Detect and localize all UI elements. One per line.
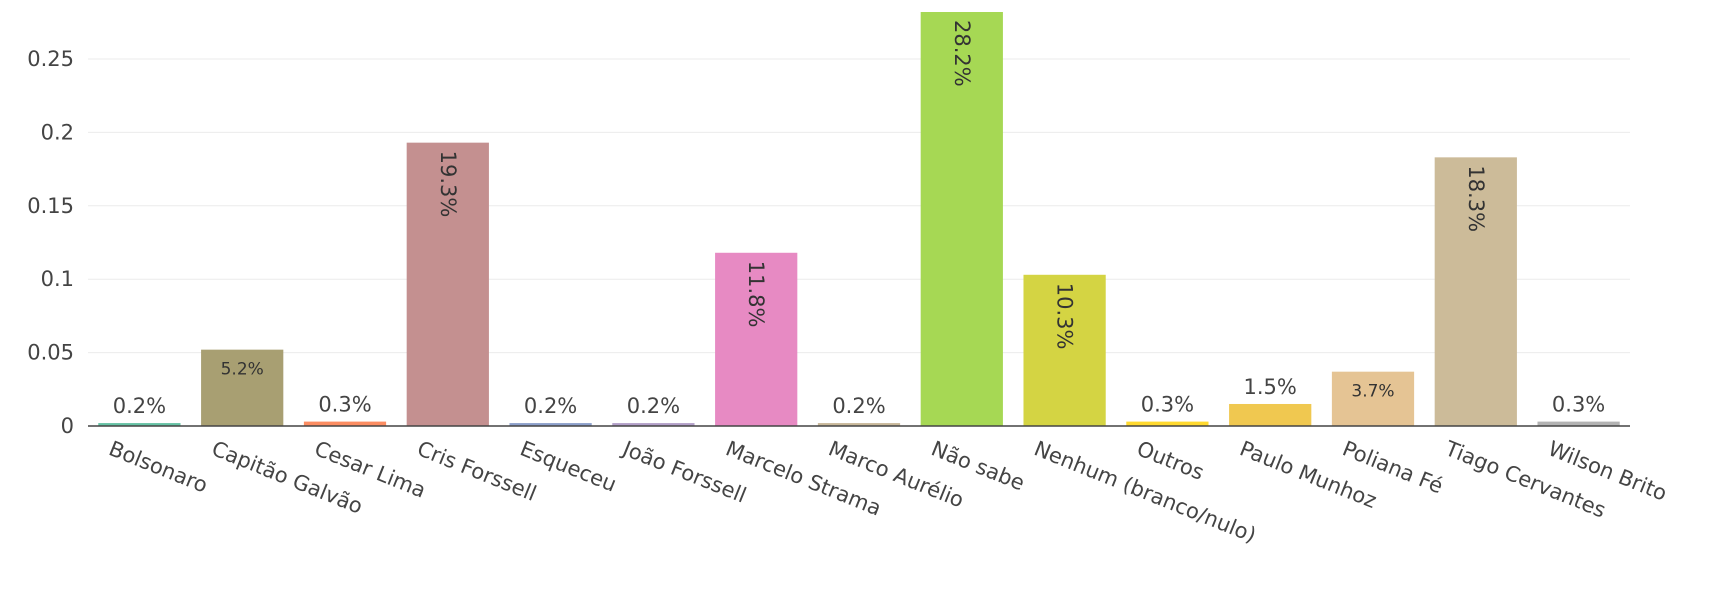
bar-value-label: 0.2% (113, 394, 166, 418)
bar (509, 423, 592, 426)
bar-value-label: 10.3% (1053, 283, 1077, 350)
bar-value-label: 1.5% (1244, 375, 1297, 399)
bar (98, 423, 181, 426)
y-tick-label: 0 (61, 414, 74, 438)
bar (612, 423, 695, 426)
bar-value-label: 3.7% (1351, 382, 1394, 402)
bar-value-labels: 0.2% 5.2% 0.3% 19.3% 0.2% 0.2% 11.8% 0.2% 28.2% 1… (113, 20, 1606, 418)
grid-lines (88, 58, 1630, 354)
y-axis-ticks: 0 0.05 0.1 0.15 0.2 0.25 (27, 47, 74, 438)
bar (817, 423, 901, 426)
bar (1126, 421, 1209, 426)
bar-value-label: 28.2% (950, 20, 974, 87)
bar-value-label: 5.2% (221, 360, 264, 380)
y-tick-label: 0.15 (27, 194, 74, 218)
bar (1023, 274, 1106, 426)
bar-value-label: 0.3% (1141, 393, 1194, 417)
bar (201, 349, 284, 426)
y-tick-label: 0.25 (27, 47, 74, 71)
bar (406, 142, 489, 426)
bar-value-label: 0.3% (1552, 393, 1605, 417)
y-tick-label: 0.1 (41, 267, 74, 291)
bar-value-label: 11.8% (744, 261, 768, 328)
x-tick-label: Bolsonaro (106, 436, 211, 497)
bar (1331, 371, 1415, 426)
bar (1434, 157, 1517, 426)
y-tick-label: 0.05 (27, 341, 74, 365)
y-tick-label: 0.2 (41, 120, 74, 144)
bars (98, 12, 1620, 426)
bar (1537, 421, 1620, 426)
bar-value-label: 18.3% (1464, 165, 1488, 232)
x-tick-label: Outros (1134, 436, 1208, 484)
bar-value-label: 0.2% (627, 394, 680, 418)
bar-value-label: 0.3% (318, 393, 371, 417)
bar (1229, 403, 1312, 426)
bar-value-label: 0.2% (832, 394, 885, 418)
bar (715, 252, 798, 426)
bar (303, 421, 387, 426)
bar-value-label: 19.3% (436, 151, 460, 218)
bar (920, 12, 1003, 426)
bar-value-label: 0.2% (524, 394, 577, 418)
